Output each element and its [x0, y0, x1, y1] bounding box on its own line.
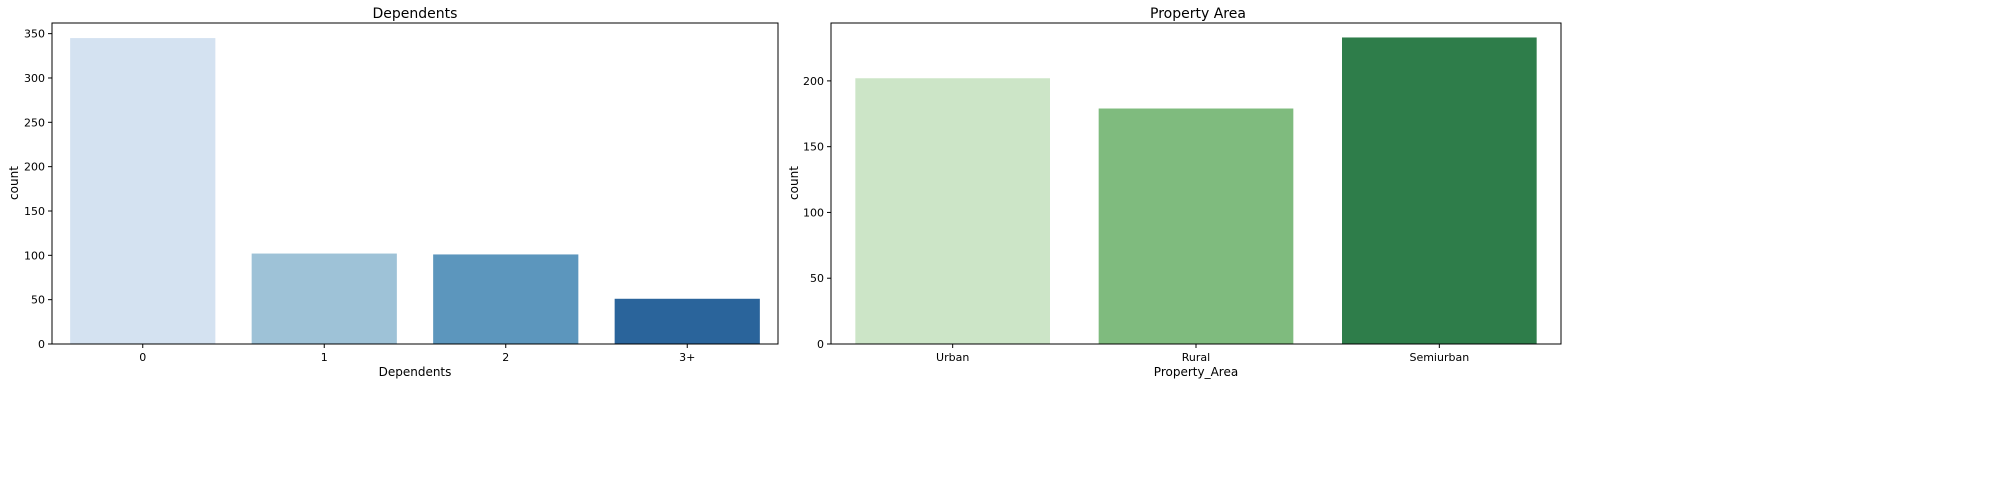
y-tick-label: 350 [24, 28, 45, 41]
x-tick-label: Semiurban [1409, 351, 1469, 364]
bar [855, 78, 1050, 345]
x-axis-label: Property_Area [1154, 365, 1238, 379]
plot-frame [51, 22, 779, 345]
bars [70, 38, 760, 344]
y-tick-label: 0 [38, 338, 45, 351]
x-tick-label: 2 [502, 351, 509, 364]
plot-frame [830, 22, 1562, 345]
bar [614, 298, 760, 344]
y-tick-label: 100 [24, 249, 45, 262]
y-tick-label: 50 [810, 272, 824, 285]
y-ticks: 0 50 100 150 200 [803, 75, 831, 351]
bars [855, 37, 1537, 345]
chart-title: Property Area [1150, 6, 1246, 22]
bar [70, 38, 216, 344]
y-tick-label: 250 [24, 116, 45, 129]
y-axis-label: count [787, 166, 801, 200]
y-tick-label: 50 [31, 294, 45, 307]
x-ticks: 0 1 2 3+ [139, 344, 695, 364]
y-tick-label: 150 [24, 205, 45, 218]
y-tick-label: 200 [803, 75, 824, 88]
x-tick-label: 3+ [679, 351, 695, 364]
y-tick-label: 100 [803, 206, 824, 219]
bar [251, 253, 397, 344]
x-tick-label: Rural [1182, 351, 1210, 364]
y-ticks: 0 50 100 150 200 250 300 350 [24, 28, 52, 351]
x-tick-label: Urban [936, 351, 969, 364]
bar [433, 254, 579, 344]
chart-property-area: Property Area Property_Area count Urban R… [787, 6, 1562, 379]
y-tick-label: 300 [24, 72, 45, 85]
y-axis-label: count [7, 166, 21, 200]
x-tick-label: 1 [321, 351, 328, 364]
bar [1342, 37, 1537, 344]
chart-title: Dependents [373, 6, 458, 22]
bar [1098, 108, 1294, 344]
y-tick-label: 150 [803, 141, 824, 154]
x-ticks: Urban Rural Semiurban [936, 344, 1469, 364]
y-tick-label: 0 [817, 338, 824, 351]
y-tick-label: 200 [24, 161, 45, 174]
chart-dependents: Dependents Dependents count 0 1 2 3+ 0 50 100… [7, 6, 779, 379]
x-axis-label: Dependents [379, 365, 452, 379]
x-tick-label: 0 [139, 351, 146, 364]
